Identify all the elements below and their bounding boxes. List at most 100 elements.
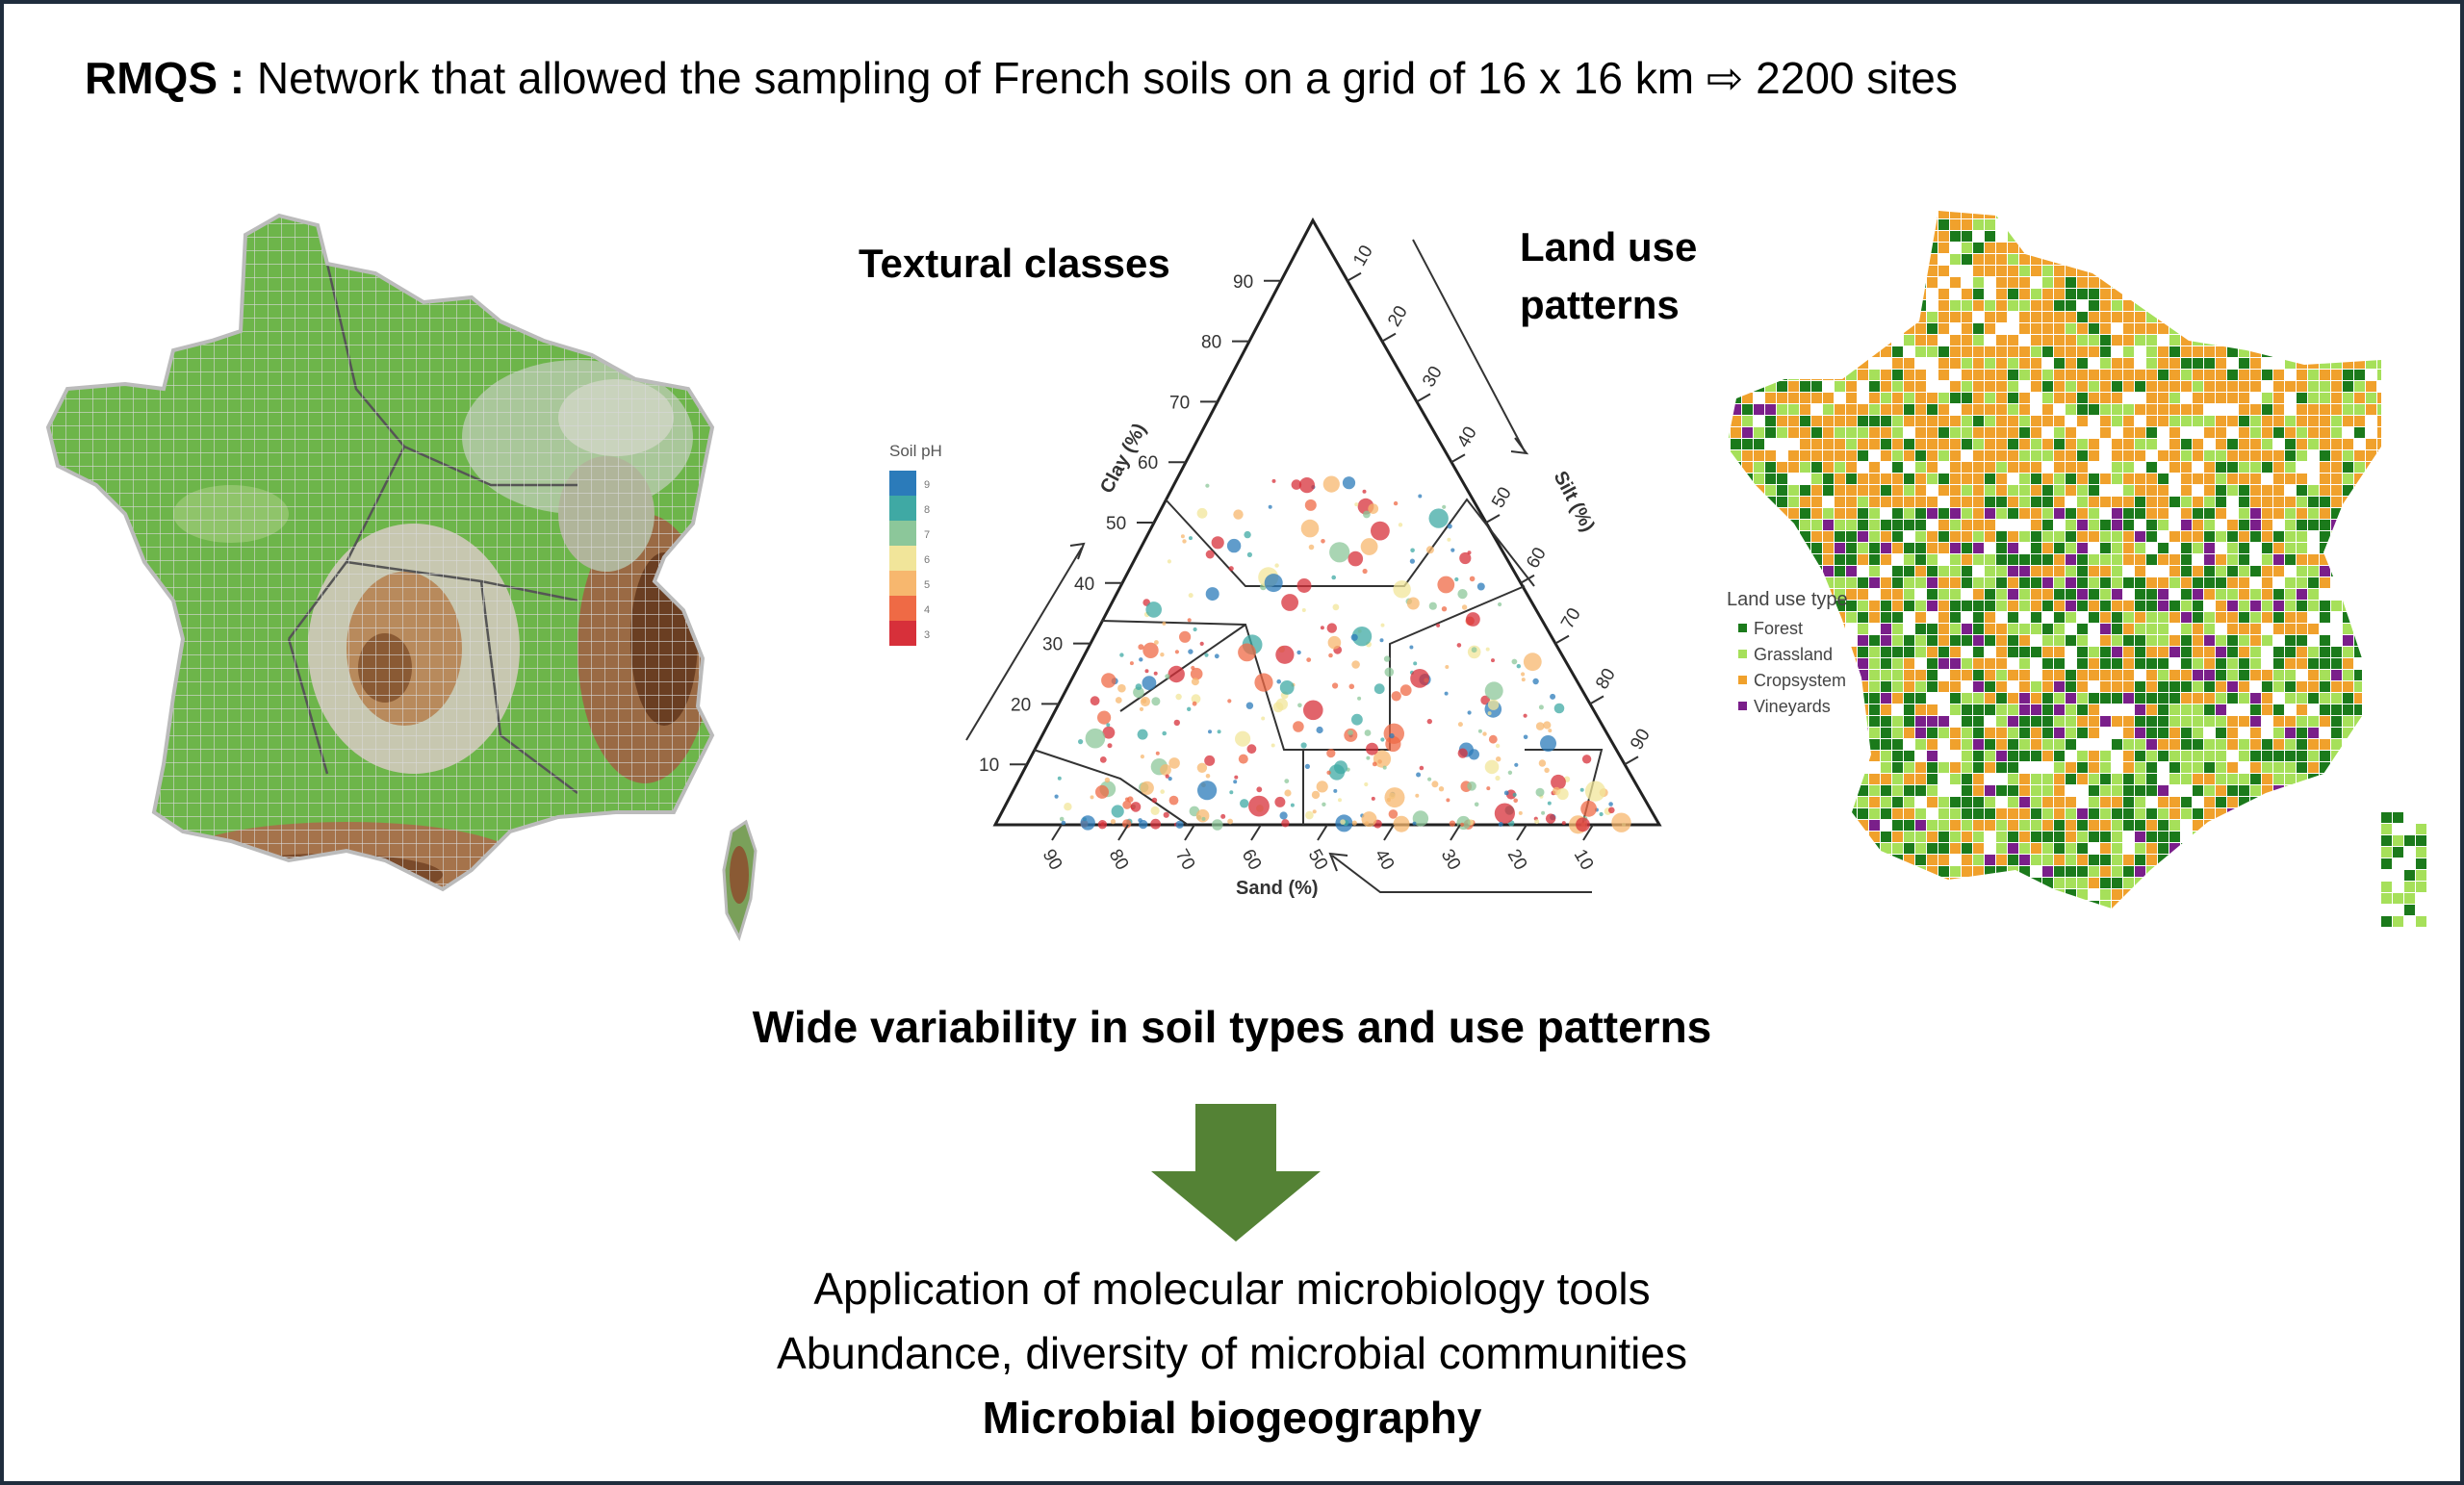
- application-text: Application of molecular microbiology to…: [813, 1264, 1651, 1314]
- sample-point: [1187, 706, 1192, 711]
- sample-point: [1301, 608, 1306, 612]
- sample-point: [1425, 546, 1434, 554]
- sample-point: [1090, 795, 1094, 800]
- sample-point: [1168, 665, 1185, 683]
- sample-point: [1182, 539, 1187, 544]
- sample-point: [1180, 534, 1185, 539]
- sample-point: [1521, 678, 1526, 682]
- sample-point: [1153, 671, 1158, 676]
- sample-point: [1340, 819, 1346, 825]
- sample-point: [1368, 503, 1379, 514]
- sample-point: [1204, 755, 1216, 766]
- ph-swatch-label: 8: [924, 504, 930, 516]
- ph-swatch: [889, 571, 916, 596]
- clay-tick-label: 70: [1169, 393, 1190, 413]
- sample-point: [1362, 568, 1368, 575]
- sample-point: [1427, 777, 1432, 781]
- sample-point: [1561, 821, 1566, 826]
- slide-title: RMQS : Network that allowed the sampling…: [85, 44, 1958, 112]
- sample-point: [1188, 593, 1194, 599]
- sample-point: [1235, 730, 1251, 747]
- sample-point: [1364, 730, 1372, 736]
- sample-point: [1505, 789, 1517, 800]
- sample-point: [1468, 749, 1479, 760]
- sample-point: [1608, 807, 1615, 814]
- sample-point: [1418, 494, 1423, 499]
- sample-point: [1227, 699, 1232, 704]
- clay-tick-label: 60: [1138, 453, 1158, 474]
- sample-point: [1409, 558, 1415, 564]
- sample-point: [1366, 755, 1371, 760]
- sample-point: [1351, 660, 1360, 669]
- land-use-heading: Land use patterns: [1520, 224, 1698, 327]
- sample-point: [1410, 669, 1429, 688]
- sample-point: [1162, 621, 1167, 626]
- silt-tick-label: 30: [1419, 363, 1447, 391]
- sample-point: [1246, 744, 1257, 755]
- sample-point: [1308, 544, 1315, 550]
- sample-point: [1322, 475, 1340, 493]
- sample-point: [1480, 695, 1491, 705]
- sample-point: [1412, 821, 1417, 826]
- sample-point: [1487, 699, 1500, 710]
- sample-point: [1297, 703, 1302, 708]
- sample-point: [1100, 822, 1105, 827]
- sample-point: [1304, 763, 1310, 770]
- sample-point: [1205, 774, 1211, 779]
- sample-point: [1447, 524, 1452, 529]
- biogeography-text: Microbial biogeography: [982, 1393, 1482, 1443]
- sample-point: [1154, 640, 1159, 645]
- ph-swatch: [889, 521, 916, 546]
- sample-point: [1208, 730, 1212, 734]
- sample-point: [1362, 489, 1367, 494]
- sample-point: [1384, 787, 1405, 808]
- sample-point: [1168, 777, 1172, 781]
- sand-tick-label: 50: [1304, 846, 1332, 874]
- sample-point: [1350, 633, 1358, 641]
- sample-point: [1256, 786, 1263, 793]
- sample-point: [1491, 658, 1495, 663]
- sample-point: [1057, 776, 1062, 781]
- sample-point: [1332, 682, 1339, 689]
- sample-point: [1532, 678, 1539, 685]
- clay-tick-label: 40: [1074, 575, 1094, 595]
- sample-point: [1447, 537, 1451, 542]
- sample-point: [1061, 820, 1066, 826]
- sample-point: [1233, 780, 1238, 784]
- sample-point: [1513, 798, 1518, 804]
- sample-point: [1495, 743, 1501, 749]
- sample-point: [1382, 765, 1387, 770]
- sand-tick-label: 70: [1171, 846, 1199, 874]
- silt-tick-label: 10: [1349, 242, 1377, 269]
- sample-point: [1438, 786, 1445, 792]
- silt-tick-label: 70: [1557, 604, 1585, 632]
- sample-point: [1130, 802, 1142, 812]
- sample-point: [1379, 638, 1384, 643]
- ph-swatch-label: 7: [924, 529, 930, 541]
- sample-point: [1275, 698, 1288, 710]
- sample-point: [1306, 657, 1312, 662]
- sample-point: [1548, 729, 1553, 733]
- textural-classes-heading: Textural classes: [859, 241, 1170, 286]
- silt-tick-label: 40: [1453, 423, 1481, 451]
- sample-point: [1366, 742, 1378, 755]
- sample-point: [1193, 627, 1197, 632]
- sample-point: [1579, 787, 1584, 792]
- sample-point: [1467, 710, 1472, 715]
- sample-point: [1459, 551, 1472, 565]
- land-use-legend: Land use type Forest Grassland Cropsyste…: [1727, 589, 1848, 716]
- sample-point: [1333, 788, 1338, 793]
- sample-point: [1238, 754, 1248, 764]
- sample-point: [1436, 623, 1441, 627]
- sample-point: [1320, 626, 1324, 630]
- sample-point: [1523, 653, 1542, 672]
- sample-point: [1599, 811, 1604, 817]
- clay-tick-label: 10: [979, 755, 999, 776]
- sample-point: [1498, 822, 1503, 827]
- sample-point: [1380, 623, 1385, 627]
- sample-point: [1322, 802, 1326, 807]
- sample-point: [1412, 810, 1429, 827]
- sample-point: [1165, 674, 1170, 679]
- sample-point: [1449, 820, 1456, 827]
- sample-point: [1523, 734, 1528, 740]
